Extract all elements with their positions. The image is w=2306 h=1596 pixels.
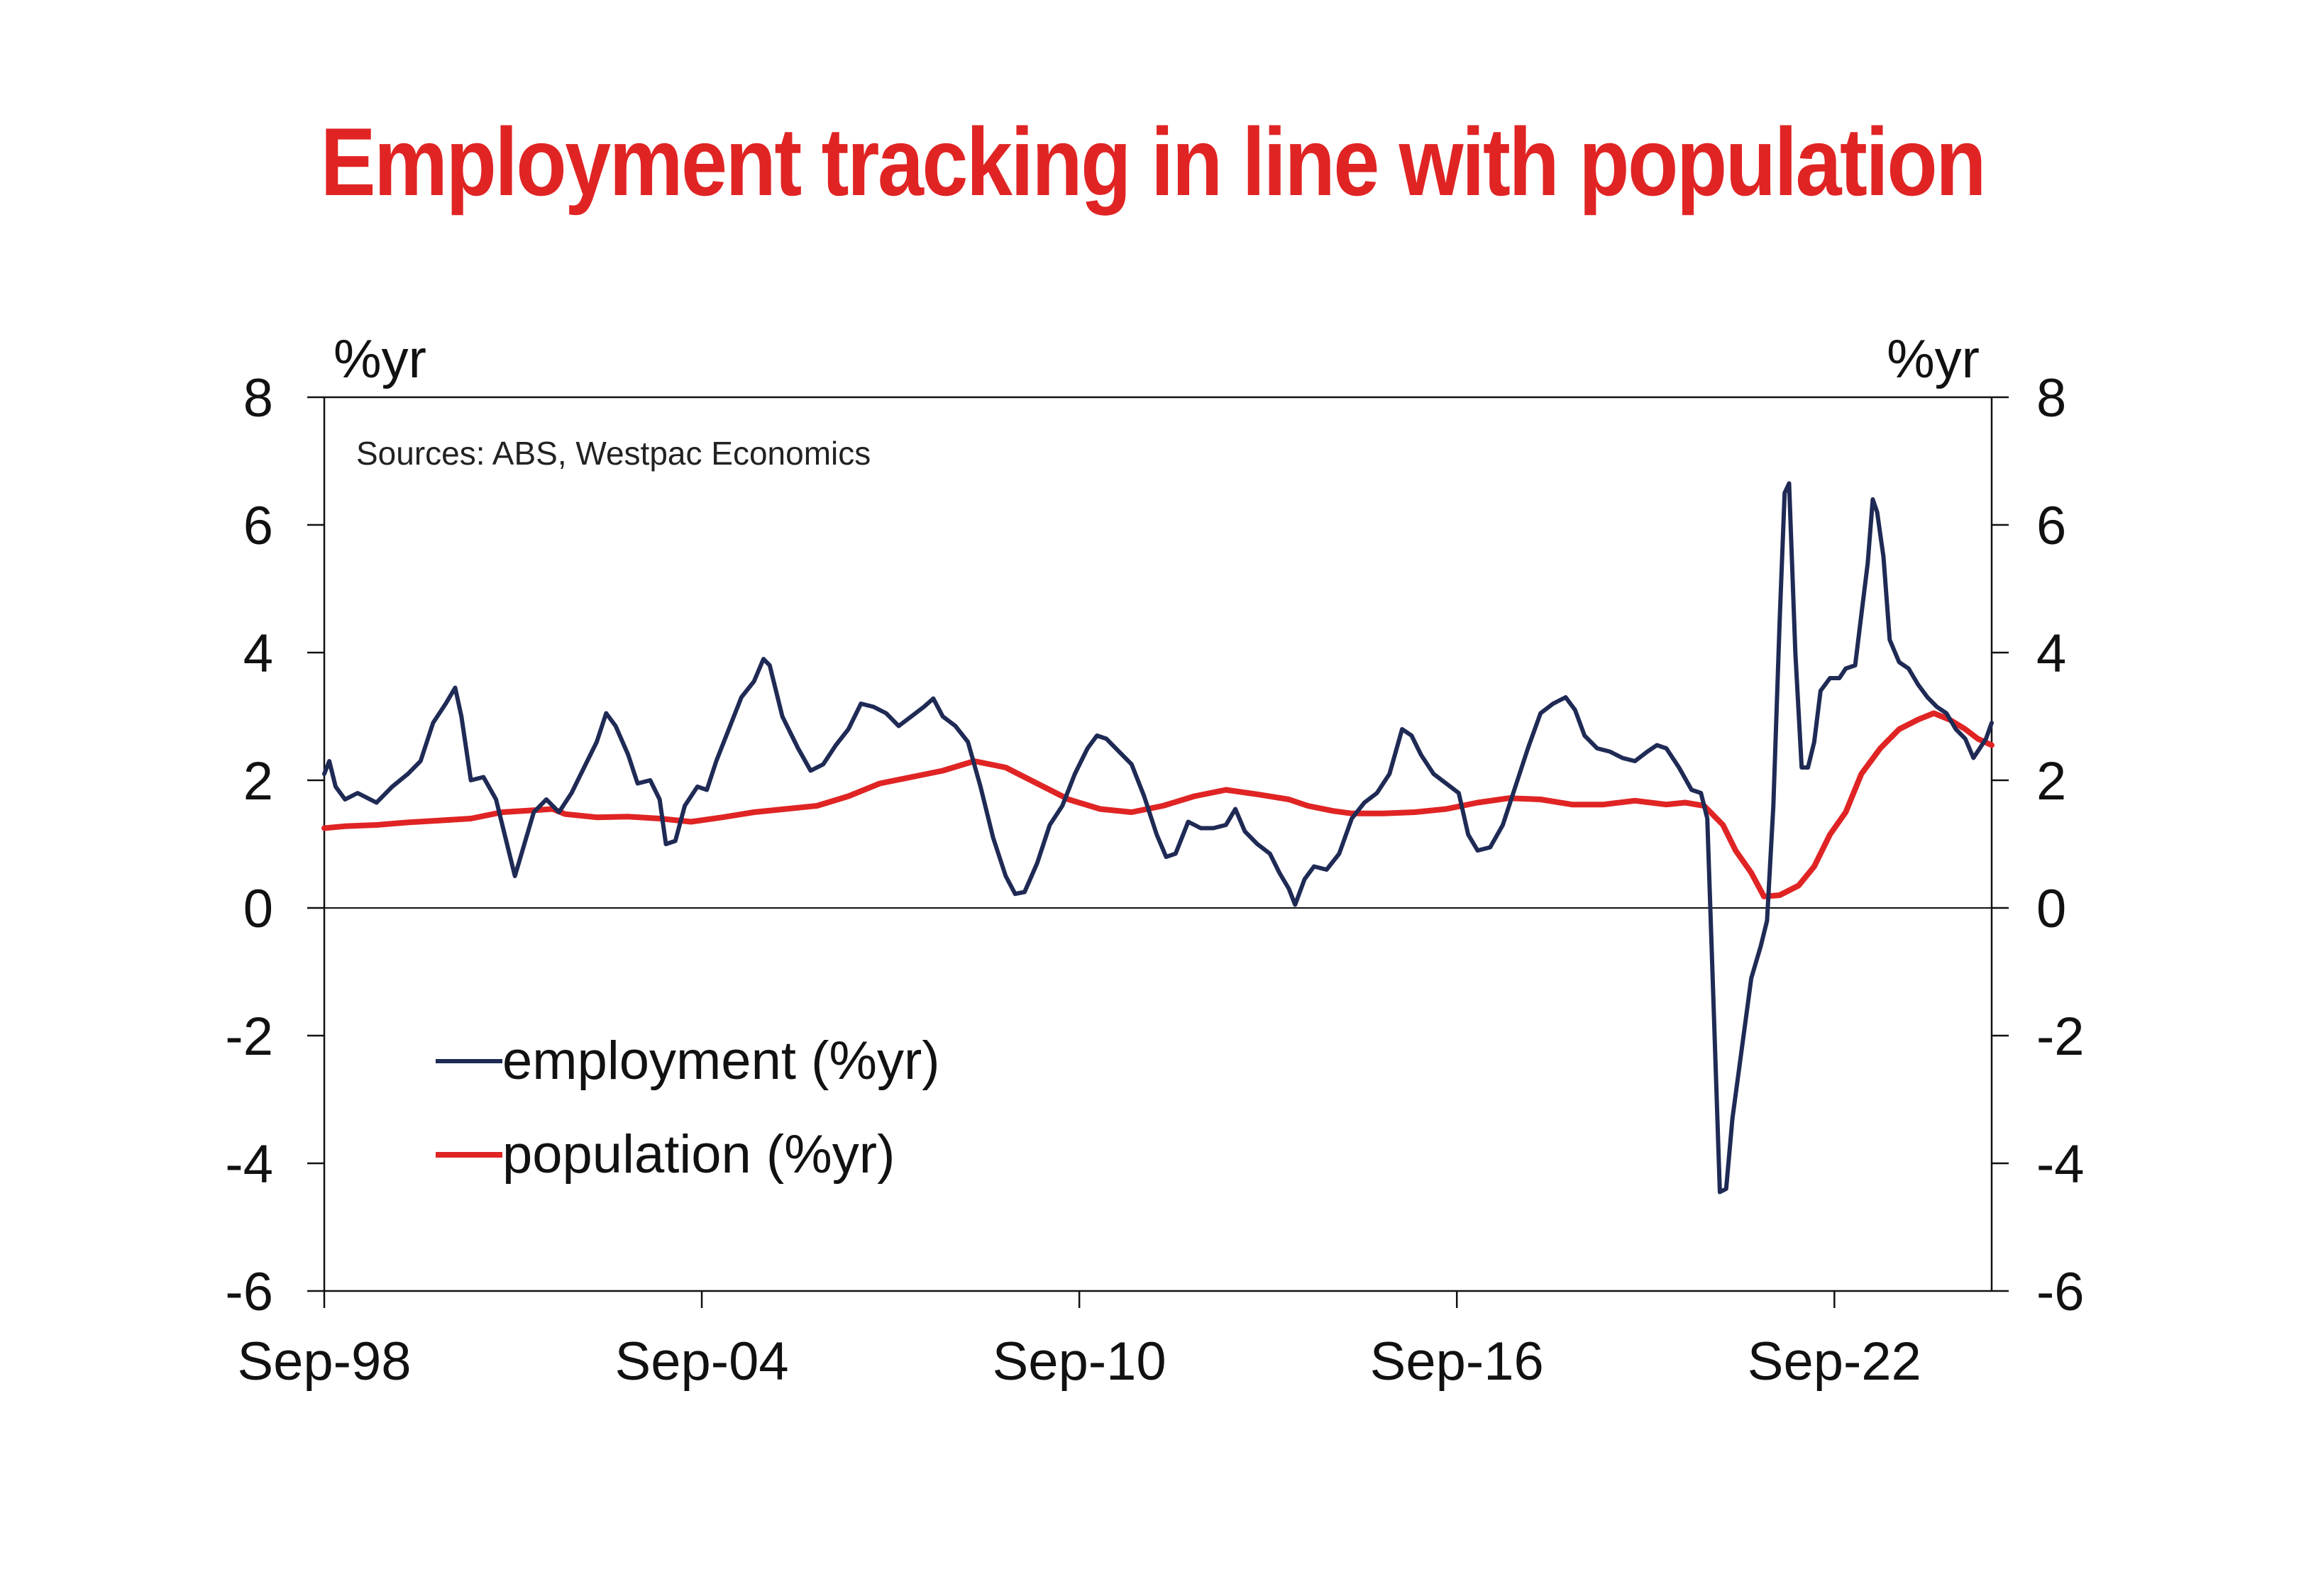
- series-layer: [321, 481, 1995, 1195]
- x-tick-label: Sep-98: [237, 1331, 411, 1392]
- y-tick-label-left: 0: [243, 879, 273, 939]
- chart-title: Employment tracking in line with populat…: [320, 108, 1987, 216]
- x-tick-label: Sep-04: [615, 1331, 789, 1392]
- x-tick-label: Sep-10: [993, 1331, 1166, 1392]
- y-tick-label-left: 8: [243, 368, 273, 428]
- y-tick-label-right: -2: [2036, 1007, 2085, 1067]
- y-tick-label-right: 8: [2036, 368, 2066, 428]
- y-tick-label-left: 4: [243, 624, 273, 684]
- y-axis-unit-left: %yr: [333, 329, 426, 389]
- y-tick-label-right: -4: [2036, 1134, 2085, 1195]
- y-tick-label-left: -6: [225, 1262, 273, 1322]
- y-tick-label-right: 6: [2036, 496, 2066, 556]
- legend-label-employment: employment (%yr): [502, 1031, 940, 1091]
- series-line-employment: [322, 481, 1994, 1195]
- axes: -6 -6 -4 -4 -2 -2 0 0 2 2 4 4 6 6 8 8 Sep-98 Sep-04 Sep-10…: [225, 368, 2084, 1392]
- legend: employment (%yr) population (%yr): [436, 1031, 940, 1185]
- y-axis-unit-right: %yr: [1887, 329, 1980, 389]
- y-tick-label-left: 2: [243, 751, 273, 811]
- y-tick-label-left: -4: [225, 1134, 273, 1195]
- x-tick-label: Sep-22: [1748, 1331, 1921, 1392]
- source-note: Sources: ABS, Westpac Economics: [356, 435, 871, 472]
- legend-label-population: population (%yr): [502, 1124, 895, 1185]
- series-line-population: [321, 710, 1995, 899]
- y-tick-label-right: 2: [2036, 751, 2066, 811]
- y-tick-label-right: -6: [2036, 1262, 2085, 1322]
- y-tick-label-left: -2: [225, 1007, 273, 1067]
- x-tick-label: Sep-16: [1370, 1331, 1544, 1392]
- y-tick-label-right: 4: [2036, 624, 2066, 684]
- y-tick-label-left: 6: [243, 496, 273, 556]
- y-tick-label-right: 0: [2036, 879, 2066, 939]
